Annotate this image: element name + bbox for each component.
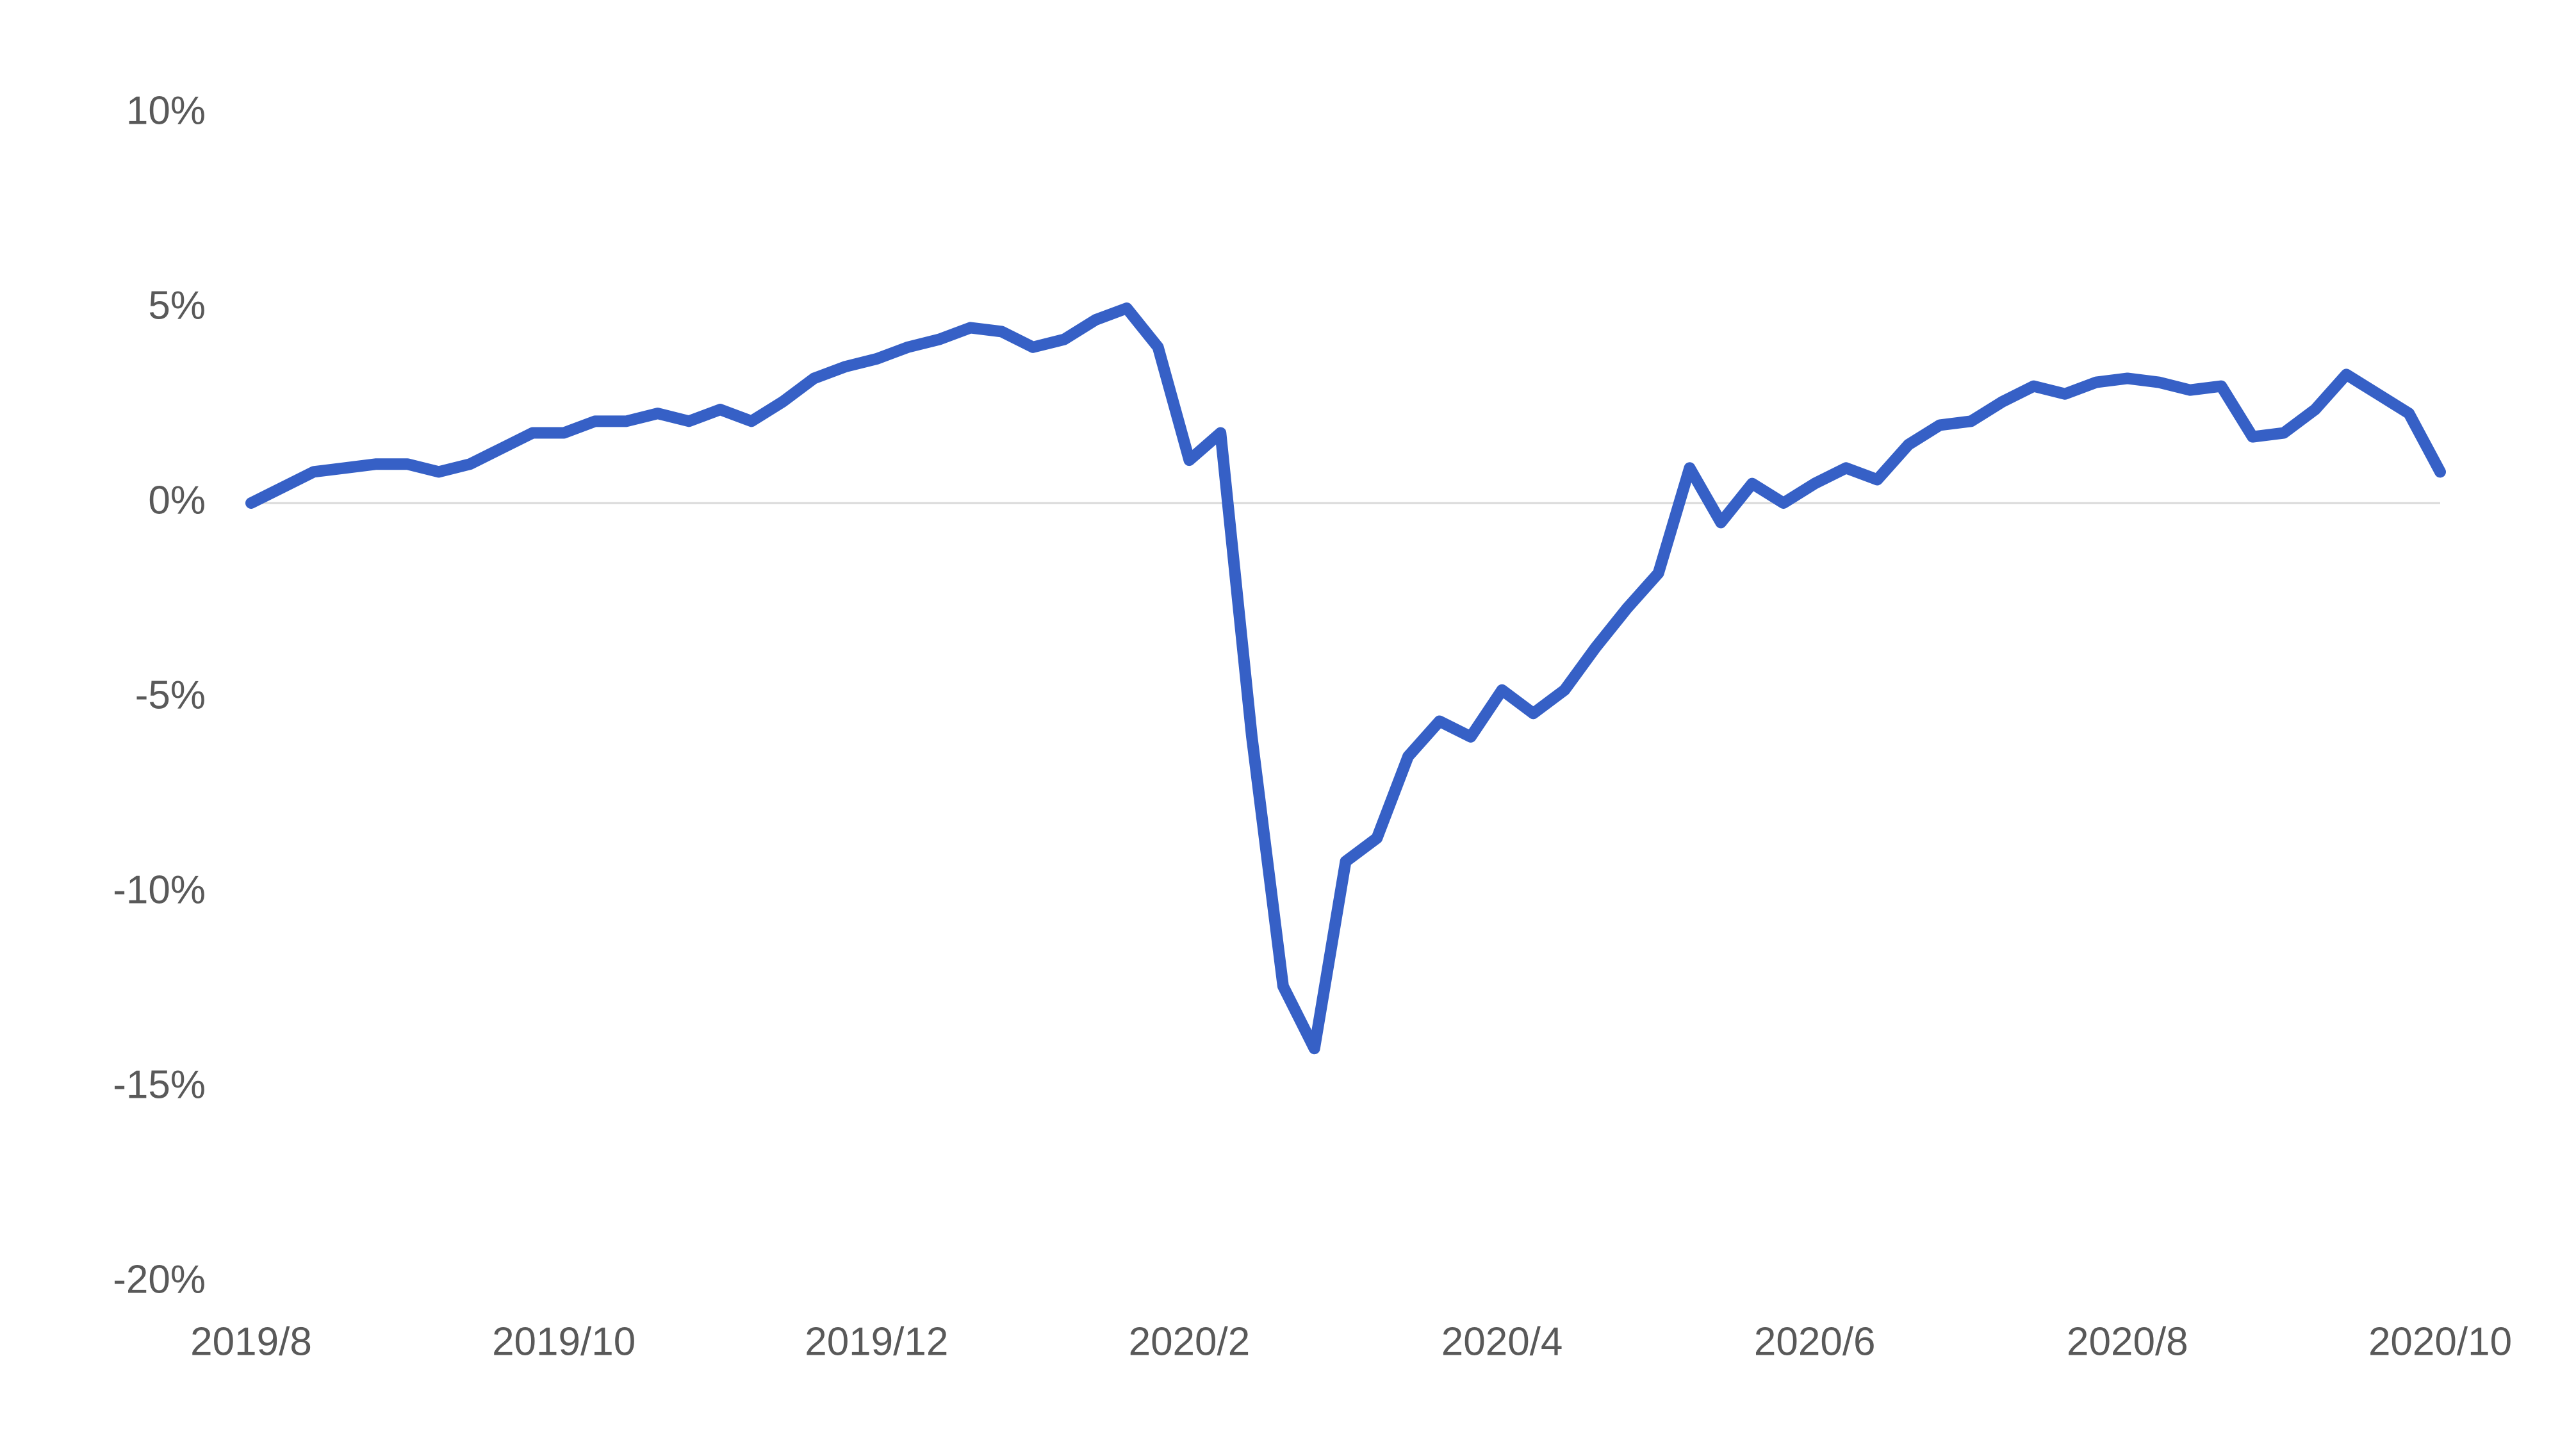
x-tick-label: 2019/12 bbox=[805, 1319, 948, 1364]
y-tick-label: -10% bbox=[113, 868, 206, 912]
y-tick-label: -5% bbox=[135, 673, 206, 717]
y-tick-label: 0% bbox=[148, 478, 206, 522]
x-tick-label: 2019/8 bbox=[190, 1319, 312, 1364]
x-tick-label: 2019/10 bbox=[492, 1319, 636, 1364]
x-tick-label: 2020/10 bbox=[2368, 1319, 2512, 1364]
y-tick-label: -15% bbox=[113, 1062, 206, 1107]
x-tick-label: 2020/2 bbox=[1129, 1319, 1251, 1364]
x-tick-label: 2020/6 bbox=[1754, 1319, 1876, 1364]
y-tick-label: -20% bbox=[113, 1257, 206, 1302]
x-tick-label: 2020/4 bbox=[1441, 1319, 1563, 1364]
x-tick-label: 2020/8 bbox=[2067, 1319, 2188, 1364]
y-tick-label: 10% bbox=[126, 88, 206, 133]
y-tick-label: 5% bbox=[148, 283, 206, 327]
data-line bbox=[245, 302, 2446, 1055]
